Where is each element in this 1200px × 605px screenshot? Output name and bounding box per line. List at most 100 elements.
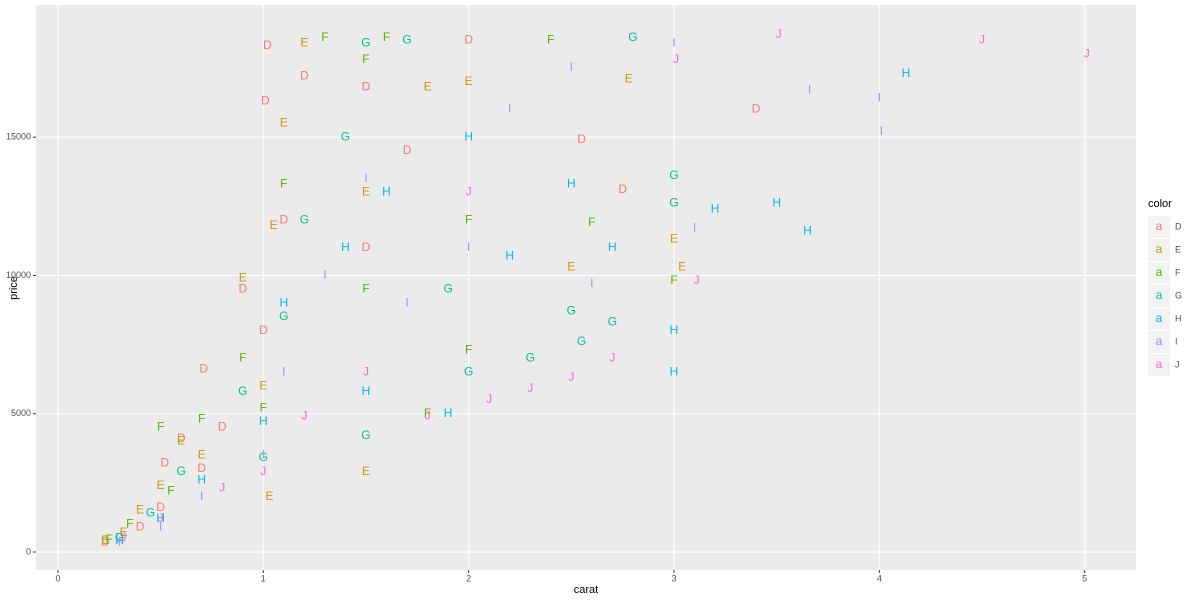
point: E	[177, 434, 185, 448]
legend-key	[1148, 239, 1170, 261]
point: E	[362, 185, 370, 199]
point: E	[362, 464, 370, 478]
point: I	[364, 171, 367, 185]
legend-key-glyph: a	[1156, 288, 1163, 302]
point: E	[300, 35, 308, 49]
panel	[36, 5, 1136, 570]
point: D	[263, 38, 272, 52]
point: I	[262, 447, 265, 461]
point: F	[424, 406, 431, 420]
legend-key	[1148, 262, 1170, 284]
legend-key-glyph: a	[1156, 357, 1163, 371]
point: E	[625, 71, 633, 85]
point: H	[567, 176, 576, 190]
point: G	[361, 35, 370, 49]
point: D	[577, 132, 586, 146]
point: J	[673, 52, 679, 66]
legend-key-glyph: a	[1156, 334, 1163, 348]
point: H	[259, 414, 268, 428]
point: J	[527, 381, 533, 395]
point: D	[238, 281, 247, 295]
point: J	[363, 364, 369, 378]
point: J	[694, 273, 700, 287]
legend-label: F	[1175, 267, 1181, 277]
point: J	[121, 530, 127, 544]
point: G	[177, 464, 186, 478]
point: H	[711, 201, 720, 215]
legend-key-glyph: a	[1156, 311, 1163, 325]
point: I	[467, 240, 470, 254]
point: E	[424, 80, 432, 94]
point: I	[508, 102, 511, 116]
point: D	[618, 182, 627, 196]
legend-label: D	[1175, 221, 1182, 231]
point: D	[218, 420, 227, 434]
point: H	[156, 511, 165, 525]
point: F	[670, 273, 677, 287]
point: E	[270, 218, 278, 232]
point: H	[803, 223, 812, 237]
point: H	[280, 295, 289, 309]
point: H	[772, 196, 781, 210]
point: H	[362, 384, 371, 398]
point: G	[669, 196, 678, 210]
point: F	[588, 215, 595, 229]
point: E	[198, 447, 206, 461]
point: D	[362, 240, 371, 254]
point: H	[902, 66, 911, 80]
legend-key	[1148, 308, 1170, 330]
point: D	[136, 519, 145, 533]
point: I	[693, 221, 696, 235]
point: D	[101, 535, 110, 549]
point: D	[197, 461, 206, 475]
point: G	[669, 168, 678, 182]
point: I	[282, 364, 285, 378]
legend-label: G	[1175, 290, 1182, 300]
point: D	[199, 362, 208, 376]
point: H	[505, 248, 514, 262]
legend-label: J	[1175, 359, 1180, 369]
x-tick-label: 0	[55, 573, 60, 583]
point: D	[259, 323, 268, 337]
point: F	[157, 420, 164, 434]
legend-key	[1148, 216, 1170, 238]
point: I	[880, 124, 883, 138]
x-tick-label: 5	[1082, 573, 1087, 583]
point: J	[260, 464, 266, 478]
point: I	[159, 519, 162, 533]
point: G	[238, 384, 247, 398]
point: H	[341, 240, 350, 254]
y-axis-label: price	[8, 276, 20, 300]
point: J	[425, 409, 431, 423]
point: E	[678, 259, 686, 273]
point: D	[177, 431, 186, 445]
point: D	[362, 80, 371, 94]
point: E	[136, 503, 144, 517]
point: E	[101, 533, 109, 547]
legend-key	[1148, 285, 1170, 307]
point: J	[609, 351, 615, 365]
y-tick-label: 10000	[6, 270, 31, 280]
point: J	[466, 185, 472, 199]
y-tick-label: 5000	[11, 408, 31, 418]
point: F	[362, 52, 369, 66]
point: D	[300, 69, 309, 83]
point: D	[752, 102, 761, 116]
point: G	[361, 428, 370, 442]
point: I	[200, 489, 203, 503]
point: G	[259, 450, 268, 464]
point: I	[570, 60, 573, 74]
point: J	[776, 27, 782, 41]
point: F	[239, 351, 246, 365]
point: F	[465, 212, 472, 226]
point: I	[118, 535, 121, 549]
point: F	[547, 33, 554, 47]
point: G	[567, 304, 576, 318]
point: H	[464, 129, 473, 143]
point: F	[280, 176, 287, 190]
point: J	[1084, 46, 1090, 60]
point: G	[608, 315, 617, 329]
point: H	[670, 364, 679, 378]
point: G	[628, 30, 637, 44]
point: H	[382, 185, 391, 199]
